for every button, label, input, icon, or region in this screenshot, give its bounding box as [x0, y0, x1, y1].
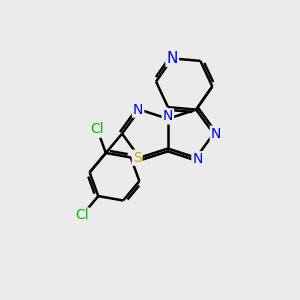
Text: N: N [211, 127, 221, 141]
Text: N: N [163, 110, 173, 123]
Text: Cl: Cl [75, 208, 89, 223]
Text: N: N [133, 103, 143, 117]
Text: N: N [192, 152, 203, 166]
Text: N: N [167, 51, 178, 66]
Text: S: S [133, 151, 142, 165]
Text: Cl: Cl [90, 122, 104, 136]
